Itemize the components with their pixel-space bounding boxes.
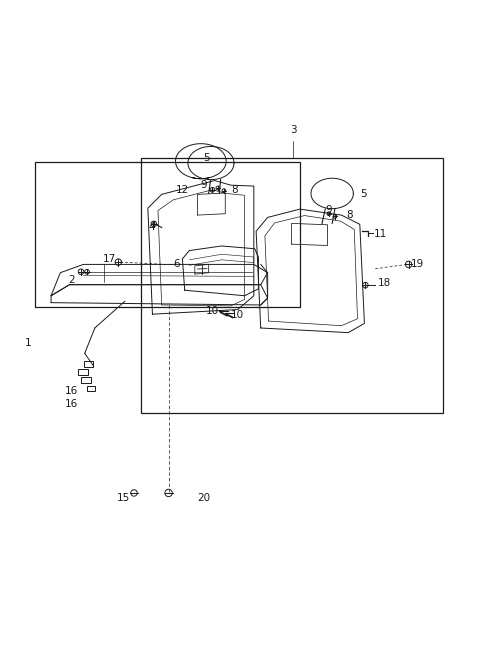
Text: 8: 8: [346, 210, 353, 220]
Text: 9: 9: [200, 180, 207, 190]
Text: 10: 10: [206, 306, 219, 316]
Text: 16: 16: [64, 399, 78, 409]
Text: 16: 16: [64, 386, 78, 396]
Bar: [78, 369, 88, 375]
Text: 4: 4: [148, 222, 155, 232]
Text: 8: 8: [231, 185, 238, 195]
Bar: [35, 162, 300, 307]
Text: 15: 15: [117, 493, 131, 502]
Text: 6: 6: [173, 259, 180, 270]
Text: 17: 17: [102, 254, 116, 264]
Text: 19: 19: [410, 259, 424, 270]
Text: 5: 5: [203, 152, 210, 163]
Bar: [81, 377, 91, 383]
Text: 11: 11: [373, 228, 387, 239]
Bar: [84, 361, 94, 367]
Text: 10: 10: [231, 310, 244, 319]
Bar: [86, 386, 95, 391]
Text: 3: 3: [289, 125, 296, 135]
Text: 12: 12: [176, 185, 189, 195]
Text: 20: 20: [198, 493, 211, 502]
Text: 18: 18: [377, 278, 391, 288]
Bar: [141, 157, 443, 413]
Text: 1: 1: [25, 338, 32, 348]
Text: 9: 9: [325, 205, 332, 215]
Text: 5: 5: [360, 190, 366, 199]
Text: 2: 2: [69, 275, 75, 285]
